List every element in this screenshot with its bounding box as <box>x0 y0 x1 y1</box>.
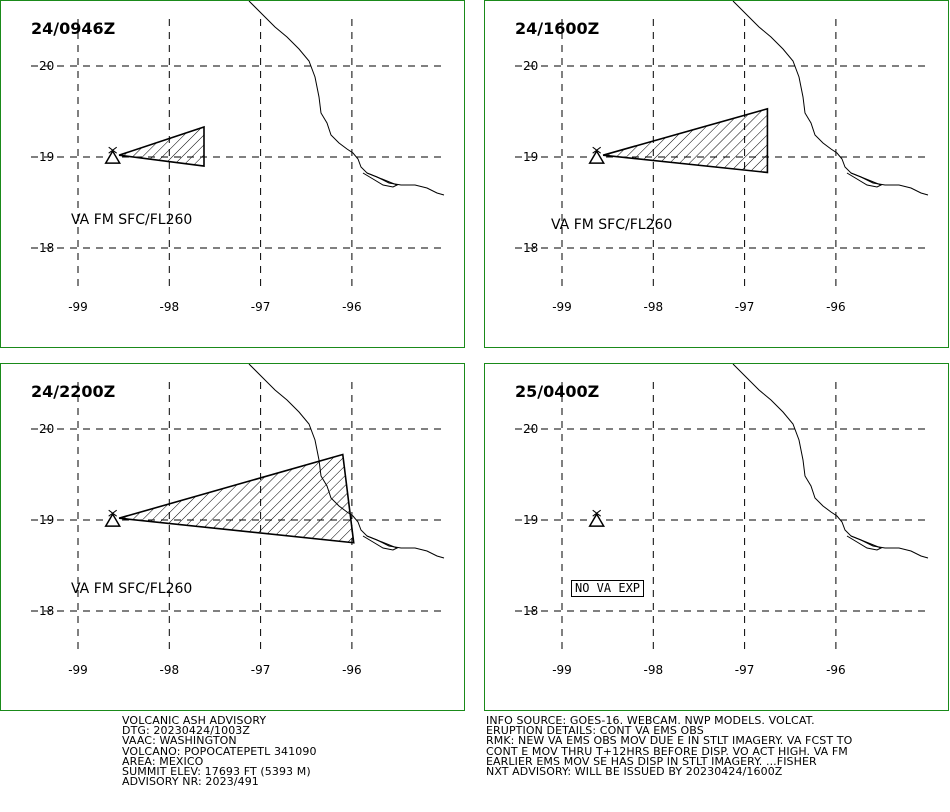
lon-tick-label: -97 <box>251 300 271 314</box>
volcano-icon <box>104 146 121 164</box>
lagoon-outline <box>846 172 883 188</box>
lon-tick-label: -99 <box>68 663 88 677</box>
lat-tick-label: 18 <box>39 604 54 618</box>
advisory-line: RMK: NEW VA EMS OBS MOV DUE E IN STLT IM… <box>486 734 853 748</box>
lon-tick-label: -99 <box>552 300 572 314</box>
lat-tick-label: 18 <box>523 604 538 618</box>
panel-time-label: 24/0946Z <box>31 19 116 38</box>
coastline <box>248 1 445 196</box>
lat-tick-label: 20 <box>39 59 54 73</box>
volcano-icon <box>588 146 605 164</box>
advisory-line: VOLCANO: POPOCATEPETL 341090 <box>122 744 317 758</box>
volcano-icon <box>588 509 605 527</box>
advisory-info-left: VOLCANIC ASH ADVISORY DTG: 20230424/1003… <box>122 714 317 789</box>
advisory-line: AREA: MEXICO <box>122 754 204 768</box>
lat-tick-label: 18 <box>39 241 54 255</box>
map-panel-1600: 20 19 18 -99 -98 -97 -96 24/1600Z VA FM SFC/FL26… <box>484 0 949 348</box>
ash-cloud-polygon <box>118 125 205 168</box>
lon-tick-label: -98 <box>643 663 663 677</box>
advisory-line: DTG: 20230424/1003Z <box>122 724 251 738</box>
map-canvas: 20 19 18 -99 -98 -97 -96 <box>31 364 446 677</box>
lat-tick-label: 18 <box>523 241 538 255</box>
lon-tick-label: -97 <box>735 663 755 677</box>
lon-tick-label: -97 <box>735 300 755 314</box>
coastline <box>732 364 929 559</box>
advisory-line: EARLIER EMS MOV SE HAS DISP IN STLT IMAG… <box>486 754 817 768</box>
map-panel-0924: 20 19 18 -99 -98 -97 -96 24/0946Z VA FM SFC/FL26… <box>0 0 465 348</box>
coastline <box>732 1 929 196</box>
map-panel-2200: 20 19 18 -99 -98 -97 -96 24/2200Z VA FM SFC/FL26… <box>0 363 465 711</box>
lon-tick-label: -98 <box>159 300 179 314</box>
lon-tick-label: -96 <box>826 663 846 677</box>
advisory-info-right: INFO SOURCE: GOES-16. WEBCAM. NWP MODELS… <box>486 714 853 779</box>
no-va-expected-label: NO VA EXP <box>571 580 645 597</box>
lat-tick-label: 19 <box>39 513 54 527</box>
lat-tick-label: 19 <box>523 513 538 527</box>
lon-tick-label: -98 <box>159 663 179 677</box>
map-canvas: 20 19 18 -99 -98 -97 -96 <box>515 1 930 314</box>
va-height-label: VA FM SFC/FL260 <box>71 212 193 228</box>
volcano-icon <box>104 509 121 527</box>
ash-cloud-polygon <box>118 453 355 544</box>
lon-tick-label: -98 <box>643 300 663 314</box>
lon-tick-label: -97 <box>251 663 271 677</box>
lat-tick-label: 19 <box>523 150 538 164</box>
lat-tick-label: 19 <box>39 150 54 164</box>
lon-tick-label: -99 <box>68 300 88 314</box>
panel-time-label: 24/2200Z <box>31 382 116 401</box>
panel-time-label: 25/0400Z <box>515 382 600 401</box>
map-canvas: 20 19 18 -99 -98 -97 -96 <box>31 1 446 314</box>
lon-tick-label: -96 <box>826 300 846 314</box>
va-height-label: VA FM SFC/FL260 <box>71 581 193 597</box>
lagoon-outline <box>846 535 883 551</box>
lat-tick-label: 20 <box>39 422 54 436</box>
lat-tick-label: 20 <box>523 59 538 73</box>
advisory-line: ADVISORY NR: 2023/491 <box>122 775 259 789</box>
lat-tick-label: 20 <box>523 422 538 436</box>
lon-tick-label: -96 <box>342 300 362 314</box>
map-canvas: 20 19 18 -99 -98 -97 -96 <box>515 364 930 677</box>
ash-cloud-polygon <box>602 107 769 174</box>
lagoon-outline <box>362 535 399 551</box>
advisory-line: VOLCANIC ASH ADVISORY <box>122 714 267 727</box>
advisory-line: CONT E MOV THRU T+12HRS BEFORE DISP. VO … <box>486 744 848 758</box>
advisory-line: VAAC: WASHINGTON <box>122 734 237 748</box>
lon-tick-label: -99 <box>552 663 572 677</box>
map-panel-0400: 20 19 18 -99 -98 -97 -96 25/0400Z NO VA EXP <box>484 363 949 711</box>
va-height-label: VA FM SFC/FL260 <box>551 217 673 233</box>
advisory-line: SUMMIT ELEV: 17693 FT (5393 M) <box>122 765 311 779</box>
panel-time-label: 24/1600Z <box>515 19 600 38</box>
lagoon-outline <box>362 172 399 188</box>
lon-tick-label: -96 <box>342 663 362 677</box>
advisory-line: NXT ADVISORY: WILL BE ISSUED BY 20230424… <box>486 765 783 779</box>
advisory-line: INFO SOURCE: GOES-16. WEBCAM. NWP MODELS… <box>486 714 815 727</box>
advisory-line: ERUPTION DETAILS: CONT VA EMS OBS <box>486 724 704 738</box>
